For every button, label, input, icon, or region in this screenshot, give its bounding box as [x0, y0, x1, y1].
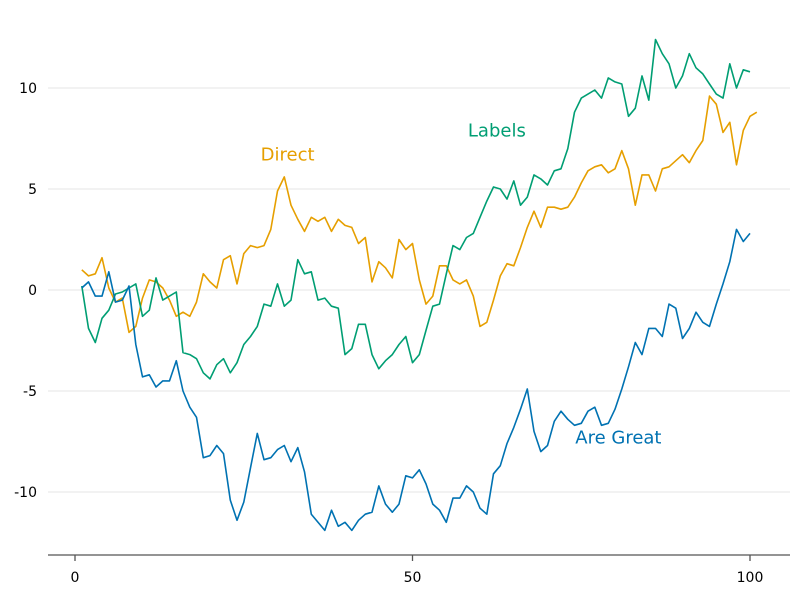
y-tick-label: 5: [28, 182, 37, 198]
y-axis-ticks: 10 5 0 -5 -10: [14, 81, 37, 501]
series-label-direct: Direct: [261, 145, 315, 166]
series-labels: Direct Labels Are Great: [261, 120, 662, 448]
x-axis-ticks: 0 50 100: [71, 555, 764, 586]
x-tick-label: 50: [404, 570, 422, 586]
y-tick-label: 0: [28, 283, 37, 299]
series-line-direct: [81, 95, 758, 334]
series-label-are-great: Are Great: [575, 427, 661, 448]
series-line-are-great: [81, 228, 751, 532]
y-tick-label: -10: [14, 485, 37, 501]
x-tick-label: 100: [737, 570, 764, 586]
series-line-labels: [81, 38, 751, 380]
series-lines: [81, 38, 758, 532]
y-tick-label: -5: [23, 384, 37, 400]
y-tick-label: 10: [19, 81, 37, 97]
series-label-labels: Labels: [468, 120, 526, 141]
gridlines: [48, 87, 790, 493]
x-tick-label: 0: [71, 570, 80, 586]
